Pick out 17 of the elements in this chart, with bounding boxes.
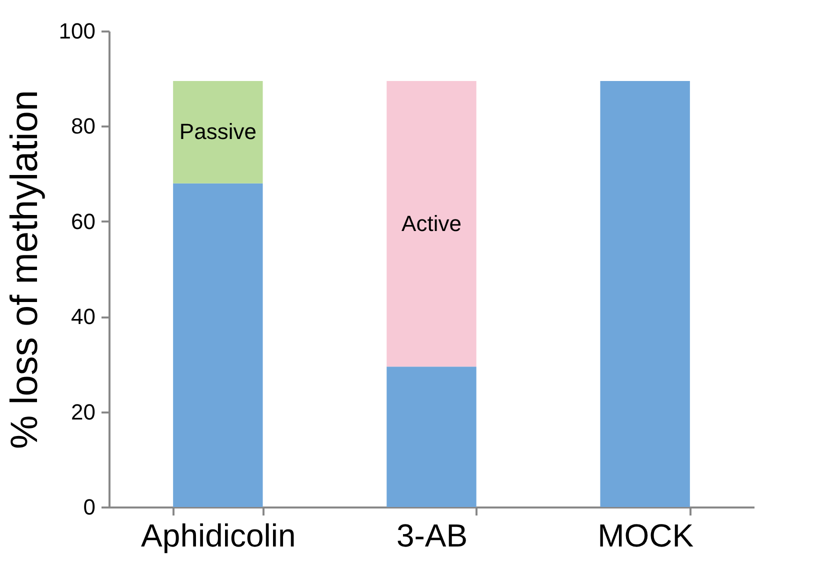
x-tick-label: Aphidicolin bbox=[141, 518, 296, 554]
bar bbox=[600, 80, 690, 507]
y-tick-label: 40 bbox=[71, 304, 96, 330]
bar bbox=[386, 366, 476, 507]
bar bbox=[173, 80, 263, 184]
y-tick-label: 20 bbox=[71, 399, 96, 424]
bar bbox=[386, 80, 476, 367]
y-tick-label: 80 bbox=[71, 114, 96, 139]
y-tick-label: 0 bbox=[83, 494, 96, 520]
x-tick-label: MOCK bbox=[598, 518, 694, 554]
y-tick-label: 100 bbox=[58, 18, 96, 44]
y-axis-title: % loss of methylation bbox=[4, 90, 46, 450]
x-tick-label: 3-AB bbox=[396, 518, 468, 554]
series-label: Active bbox=[402, 210, 462, 236]
bar bbox=[173, 183, 263, 507]
y-tick-label: 60 bbox=[71, 208, 96, 234]
series-label: Passive bbox=[179, 119, 256, 144]
